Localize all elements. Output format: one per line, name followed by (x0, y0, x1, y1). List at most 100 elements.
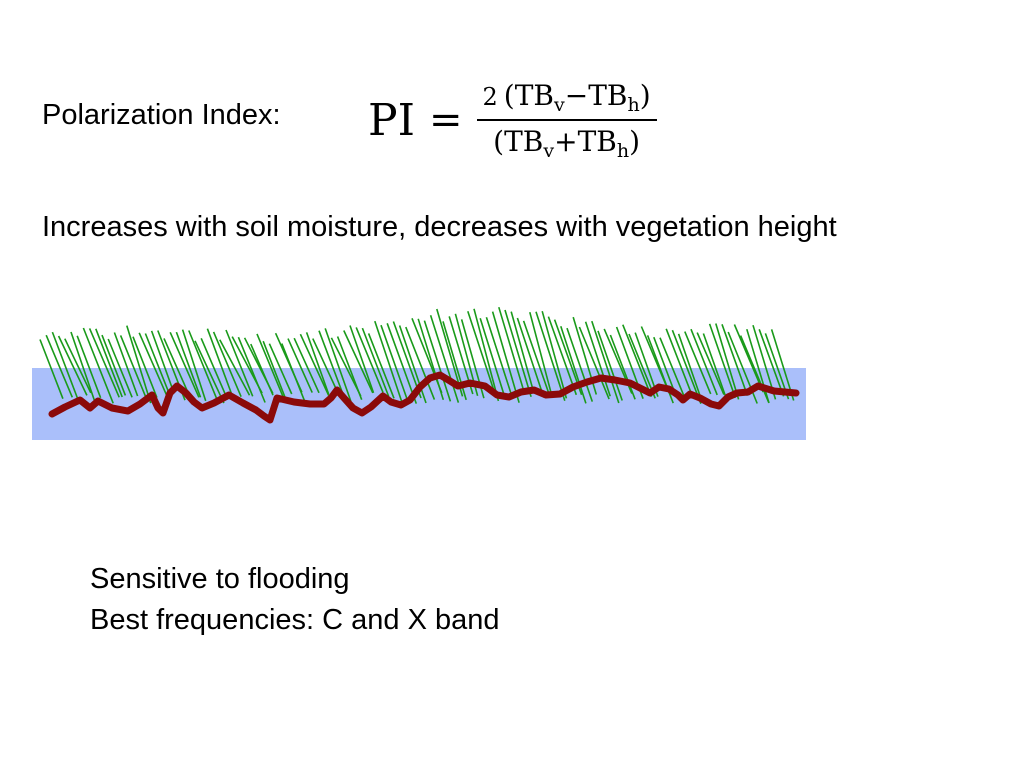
grass-blade (436, 308, 464, 397)
grass-blade (299, 333, 330, 396)
grass-blade (547, 316, 578, 396)
numerator-close-paren: ) (639, 78, 651, 112)
grass-blade (163, 338, 191, 397)
grass-blade (237, 336, 266, 403)
denominator-sub-v: v (543, 139, 555, 162)
grass-blade (188, 330, 219, 402)
formula-coefficient: 2 (482, 82, 498, 111)
grass-blade (529, 311, 553, 397)
grass-blade (560, 325, 587, 404)
formula-fraction: 2 (TBv−TBh) (TBv+TBh) (476, 79, 657, 162)
grass-blade (696, 332, 725, 395)
grass-blade (516, 317, 545, 398)
grass-blade (522, 320, 550, 394)
water-layer (32, 368, 806, 440)
grass-blade (219, 339, 251, 396)
grass-blade (150, 330, 175, 394)
grass-blade (702, 333, 727, 399)
grass-blade (45, 334, 74, 398)
effect-statement: Increases with soil moisture, decreases … (42, 211, 837, 243)
grass-blade (175, 331, 202, 398)
grass-blade (212, 331, 242, 398)
numerator-sub-h: h (627, 93, 640, 116)
grass-blade (634, 332, 659, 397)
grass-blade (138, 332, 169, 398)
formula-lhs: PI (368, 94, 415, 146)
grass-blade (665, 328, 692, 393)
numerator-minus: − (564, 78, 589, 112)
grass-blade (659, 337, 685, 397)
denominator-sub-h: h (616, 139, 630, 162)
grass-blade (498, 306, 526, 395)
grass-blade (343, 330, 374, 394)
grass-blade (380, 324, 410, 404)
numerator-term-h: TB (588, 78, 628, 112)
grass-blade (504, 309, 532, 398)
grass-blade (318, 330, 346, 398)
grass-blade (82, 327, 114, 404)
grass-blade (423, 320, 452, 402)
grass-blade (715, 323, 740, 400)
grass-blade (64, 338, 92, 394)
grass-blade (262, 340, 288, 403)
grass-blade (733, 324, 764, 393)
grass-blade (169, 331, 200, 398)
grass-blade (510, 311, 535, 393)
grass-blade (70, 331, 96, 401)
numerator-sub-v: v (554, 93, 565, 116)
denominator-term-h: TB (577, 124, 617, 158)
grass-blade (597, 330, 623, 401)
grass-blade (764, 333, 790, 400)
grass-blade (305, 332, 330, 395)
grass-blade (200, 337, 229, 401)
polarization-index-label: Polarization Index: (42, 99, 281, 131)
grass-blade (206, 328, 234, 397)
grass-blade (758, 329, 785, 397)
grass-blade (256, 333, 286, 401)
grass-blade (677, 333, 702, 399)
formula-equals: = (429, 97, 463, 143)
denominator-plus: + (554, 124, 578, 158)
soil-surface-line (48, 371, 800, 424)
grass-blade (566, 327, 594, 402)
grass-blade (708, 323, 737, 399)
grass-blade (250, 343, 274, 396)
grass-blade (770, 329, 795, 401)
grass-blade (628, 333, 656, 399)
grass-blade (541, 310, 568, 399)
grass-blade (225, 329, 254, 397)
numerator-open-paren: ( (503, 78, 515, 112)
grass-blade (671, 329, 702, 404)
grass-blade (467, 310, 496, 395)
denominator-term-v: TB (504, 124, 544, 158)
grass-blade (113, 332, 139, 397)
grass-blade (429, 315, 460, 403)
grass-blade (374, 320, 403, 404)
grass-blade (268, 343, 293, 395)
grass-blade (622, 324, 653, 397)
grass-blade (690, 328, 718, 396)
grass-blade (312, 338, 339, 394)
grass-blade (336, 336, 363, 400)
grass-blade (107, 338, 133, 398)
grass-blade (491, 311, 520, 403)
grass-blade (485, 316, 512, 395)
grass-blade (386, 323, 418, 404)
grass-blade (578, 326, 610, 400)
grass-blade (405, 326, 436, 400)
grass-blade (119, 335, 147, 397)
grass-blade (132, 336, 158, 398)
bullet-frequencies: Best frequencies: C and X band (90, 604, 500, 636)
fraction-bar (476, 118, 657, 121)
grass-blade (392, 321, 422, 399)
grass-blade (721, 324, 749, 396)
grass-blade (324, 328, 352, 402)
grass-blade (367, 333, 395, 399)
bullet-flooding: Sensitive to flooding (90, 563, 350, 595)
grass-blade (473, 308, 500, 402)
denominator-open-paren: ( (493, 124, 505, 158)
formula-numerator: 2 (TBv−TBh) (477, 79, 657, 119)
grass-blade (181, 329, 207, 402)
grass-blade (76, 335, 102, 399)
